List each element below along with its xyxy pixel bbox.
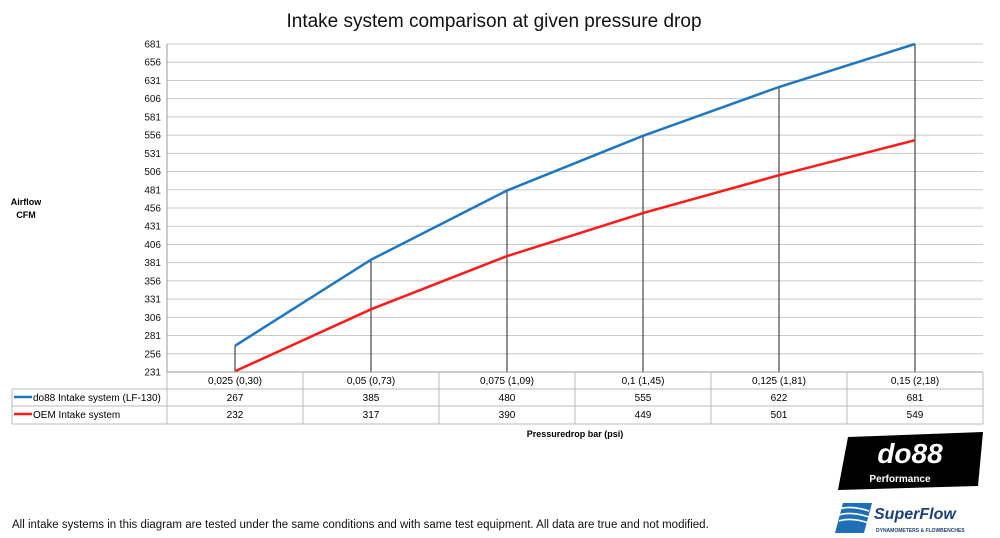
data-label: 501 <box>771 410 788 421</box>
footer-note: All intake systems in this diagram are t… <box>12 519 709 531</box>
data-label: 317 <box>363 410 380 421</box>
data-label: 232 <box>227 410 244 421</box>
y-tick-label: 331 <box>144 295 161 306</box>
y-tick-label: 231 <box>144 368 161 379</box>
data-label: 681 <box>907 393 924 404</box>
data-label: 549 <box>907 410 924 421</box>
x-axis-label: Pressuredrop bar (psi) <box>527 429 624 439</box>
y-tick-label: 581 <box>144 112 161 123</box>
do88-logo <box>838 432 983 490</box>
x-tick-label: 0,15 (2,18) <box>891 376 939 387</box>
y-tick-label: 681 <box>144 40 161 51</box>
y-tick-label: 381 <box>144 258 161 269</box>
series-line <box>234 42 916 347</box>
y-tick-label: 256 <box>144 349 161 360</box>
data-label: 267 <box>227 393 244 404</box>
data-label: 555 <box>635 393 652 404</box>
legend-label: do88 Intake system (LF-130) <box>33 393 161 404</box>
y-tick-label: 281 <box>144 331 161 342</box>
data-label: 622 <box>771 393 788 404</box>
x-tick-label: 0,1 (1,45) <box>622 376 665 387</box>
y-tick-label: 531 <box>144 149 161 160</box>
data-label: 390 <box>499 410 516 421</box>
x-tick-label: 0,125 (1,81) <box>752 376 806 387</box>
series-line <box>234 139 916 373</box>
superflow-logo-wave <box>838 518 870 524</box>
data-label: 480 <box>499 393 516 404</box>
y-tick-label: 631 <box>144 76 161 87</box>
y-tick-label: 456 <box>144 204 161 215</box>
y-tick-label: 656 <box>144 58 161 69</box>
superflow-logo-sub: DYNAMOMETERS & FLOWBENCHES <box>876 528 965 534</box>
y-tick-label: 306 <box>144 313 161 324</box>
data-label: 385 <box>363 393 380 404</box>
y-tick-label: 356 <box>144 276 161 287</box>
y-tick-label: 431 <box>144 222 161 233</box>
legend-label: OEM Intake system <box>33 410 120 421</box>
y-tick-label: 606 <box>144 94 161 105</box>
y-axis-label: CFM <box>16 210 36 220</box>
do88-logo-text: do88 <box>877 438 943 469</box>
x-tick-label: 0,05 (0,73) <box>347 376 395 387</box>
do88-logo-sub: Performance <box>869 474 931 485</box>
chart-title: Intake system comparison at given pressu… <box>286 11 701 32</box>
data-label: 449 <box>635 410 652 421</box>
superflow-logo-text: SuperFlow <box>874 506 957 523</box>
superflow-logo-icon <box>835 503 872 533</box>
y-axis-label: Airflow <box>11 197 42 207</box>
superflow-logo-wave <box>838 512 870 518</box>
y-tick-label: 556 <box>144 131 161 142</box>
x-tick-label: 0,075 (1,09) <box>480 376 534 387</box>
y-tick-label: 506 <box>144 167 161 178</box>
x-tick-label: 0,025 (0,30) <box>208 376 262 387</box>
y-tick-label: 481 <box>144 185 161 196</box>
y-tick-label: 406 <box>144 240 161 251</box>
superflow-logo-wave <box>838 506 870 512</box>
